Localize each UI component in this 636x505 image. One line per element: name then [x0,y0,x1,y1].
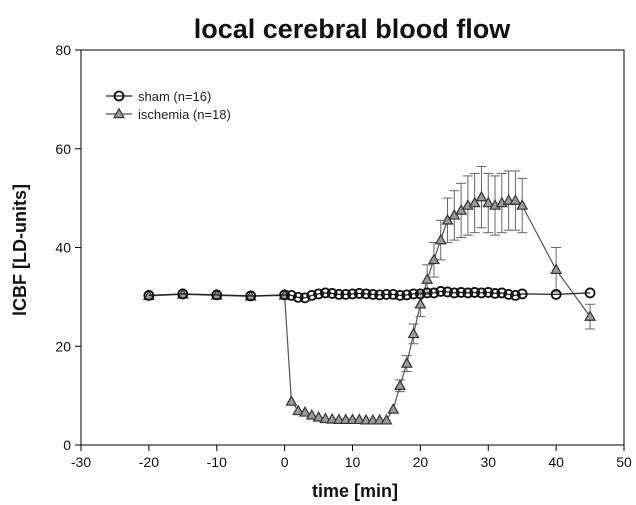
data-point [489,288,501,299]
data-point [421,273,434,284]
data-point [326,288,338,299]
data-point [286,289,297,301]
data-point [468,196,481,208]
data-point [516,199,529,210]
legend-label: ischemia (n=18) [138,107,231,122]
data-point [476,287,487,299]
x-axis-label: time [min] [312,481,398,501]
data-point [387,289,399,300]
data-point [306,289,318,301]
data-point [326,412,339,424]
data-point [353,413,366,425]
data-point [434,233,447,245]
data-point [550,263,563,274]
data-point [347,288,358,300]
legend: sham (n=16) ischemia (n=18) [106,89,231,122]
x-tick-label: 40 [548,454,564,470]
y-tick-label: 60 [55,141,71,157]
data-point [421,287,433,299]
data-point [510,289,521,301]
data-point [407,327,420,339]
data-point [496,287,508,299]
data-point [482,196,495,208]
series-circle [143,286,596,304]
data-point [292,404,305,416]
data-point [408,288,419,300]
data-point [475,190,488,202]
data-point [503,289,515,300]
series-triangle [142,166,597,425]
x-tick-label: -10 [207,454,227,470]
y-axis: 0 20 40 60 80 [55,42,81,453]
x-tick-label: 10 [345,454,361,470]
data-point [427,253,440,265]
x-tick-label: -30 [71,454,91,470]
data-point [584,287,596,299]
x-tick-label: -20 [139,454,159,470]
x-axis: -30 -20 -10 0 10 20 30 40 50 [71,445,632,470]
data-point [400,357,413,368]
data-point [319,287,331,299]
data-point [360,288,372,300]
data-point [394,289,406,301]
data-point [442,286,453,298]
data-point [374,289,386,301]
data-point [299,405,311,417]
data-point [380,413,393,425]
data-point [401,289,413,301]
data-point [245,290,257,302]
data-point [448,287,460,299]
legend-marker [113,90,125,102]
data-point [312,410,325,422]
data-point [516,288,528,300]
data-point [340,289,352,300]
legend-label: sham (n=16) [138,89,211,104]
data-point [299,292,311,304]
series-line [148,290,591,299]
plot-area [80,49,625,446]
data-point [177,288,189,300]
data-point [333,289,345,300]
data-point [414,288,426,300]
data-point [319,412,332,424]
y-tick-label: 0 [63,437,71,453]
y-tick-label: 20 [55,338,71,354]
x-tick-label: 30 [480,454,496,470]
x-tick-label: 0 [281,454,289,470]
data-point [279,289,291,301]
data-point [367,289,379,300]
data-point [414,297,427,309]
y-tick-label: 80 [55,42,71,58]
data-point [387,403,400,414]
chart-title: local cerebral blood flow [194,14,512,44]
data-point [381,289,392,300]
data-point [285,395,298,406]
data-point [211,289,223,301]
legend-item: sham (n=16) [106,89,211,104]
y-axis-label: lCBF [LD-units] [10,184,30,316]
data-point [482,287,494,298]
data-point [509,194,522,205]
x-tick-label: 20 [413,454,429,470]
legend-item: ischemia (n=18) [106,107,231,122]
data-point [435,286,447,297]
data-point [462,287,474,299]
data-point [455,287,467,298]
data-point [353,288,365,299]
data-point [394,379,406,390]
data-point [584,310,597,321]
x-tick-label: 50 [616,454,632,470]
data-point [313,288,324,300]
data-point [550,289,562,300]
legend-marker [113,107,125,119]
data-point [143,289,155,301]
y-tick-label: 40 [55,240,71,256]
series-line [148,196,591,421]
data-point [428,287,440,299]
data-point [305,408,318,420]
data-point [292,291,304,303]
data-point [469,287,481,298]
